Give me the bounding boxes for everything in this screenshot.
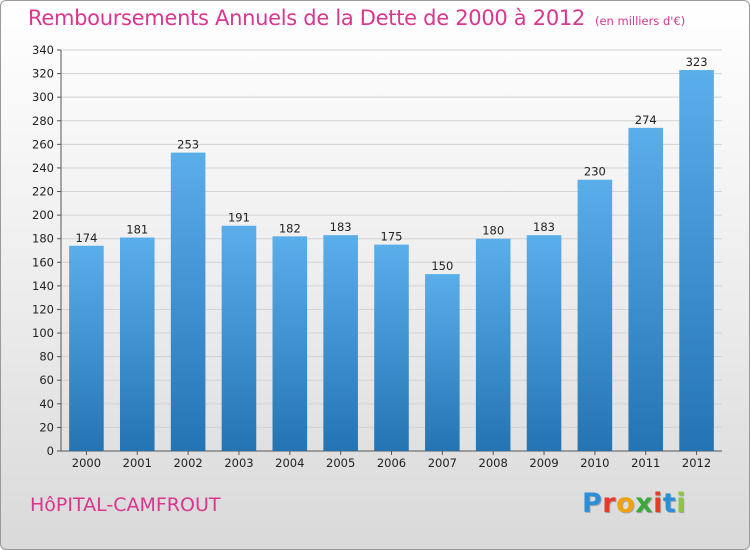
y-tick-label: 200 [32, 208, 54, 222]
bar-2012 [679, 70, 714, 452]
logo-letter: r [602, 488, 617, 519]
y-tick-label: 120 [32, 302, 54, 316]
y-tick-label: 20 [39, 420, 54, 434]
data-label-2002: 253 [177, 138, 199, 152]
y-tick-label: 180 [32, 232, 54, 246]
data-label-2011: 274 [635, 113, 657, 127]
x-tick-label: 2011 [631, 456, 660, 470]
logo-letter: i [653, 488, 663, 519]
data-label-2004: 182 [279, 221, 301, 235]
x-tick-label: 2003 [224, 456, 253, 470]
logo-letter: x [635, 488, 654, 519]
x-tick-label: 2012 [682, 456, 711, 470]
logo-letter: t [662, 488, 677, 519]
bar-2001 [119, 237, 155, 451]
y-tick-label: 300 [32, 90, 54, 104]
x-tick-label: 2001 [123, 456, 152, 470]
data-label-2006: 175 [381, 230, 403, 244]
logo-letter: P [582, 488, 603, 519]
bar-2006 [374, 244, 409, 451]
x-tick-label: 2000 [72, 456, 101, 470]
y-tick-label: 0 [47, 444, 54, 458]
data-label-2012: 323 [686, 55, 708, 69]
y-tick-label: 160 [32, 255, 54, 269]
bar-2003 [221, 225, 257, 451]
bar-2002 [170, 152, 206, 451]
bar-2000 [69, 245, 104, 451]
bar-2009 [526, 235, 562, 451]
bar-2007 [425, 274, 460, 451]
x-tick-label: 2010 [580, 456, 609, 470]
data-label-2003: 191 [228, 211, 250, 225]
bar-2011 [628, 127, 664, 451]
bar-2008 [475, 238, 511, 451]
proxiti-logo: Proxiti [582, 488, 686, 519]
x-tick-label: 2008 [479, 456, 508, 470]
y-tick-label: 320 [32, 67, 54, 81]
y-tick-label: 80 [39, 350, 54, 364]
chart-title: Remboursements Annuels de la Dette de 20… [28, 6, 685, 30]
x-tick-label: 2005 [326, 456, 355, 470]
data-label-2010: 230 [584, 165, 606, 179]
data-label-2007: 150 [431, 259, 453, 273]
logo-letter: i [676, 488, 687, 519]
bar-2004 [272, 236, 308, 451]
y-tick-label: 60 [39, 373, 54, 387]
x-tick-label: 2007 [428, 456, 457, 470]
place-name: HôPITAL-CAMFROUT [30, 494, 221, 516]
bar-2005 [323, 235, 358, 451]
y-tick-label: 140 [32, 279, 54, 293]
y-tick-label: 260 [32, 137, 54, 151]
x-tick-label: 2009 [529, 456, 558, 470]
y-tick-label: 240 [32, 161, 54, 175]
data-label-2009: 183 [533, 220, 555, 234]
y-tick-label: 40 [39, 397, 54, 411]
x-tick-labels: 2000 2001 2002 2003 2004 2005 2006 2007 2008 2009… [72, 456, 711, 470]
y-tick-label: 280 [32, 114, 54, 128]
y-tick-label: 220 [32, 185, 54, 199]
bars [69, 70, 714, 452]
data-label-2005: 183 [330, 220, 352, 234]
y-tick-label: 340 [32, 43, 54, 57]
x-tick-label: 2004 [275, 456, 304, 470]
x-tick-label: 2002 [173, 456, 202, 470]
title-text: Remboursements Annuels de la Dette de 20… [28, 6, 585, 30]
logo-letter: o [616, 488, 636, 519]
data-label-2001: 181 [126, 223, 148, 237]
x-tick-label: 2006 [377, 456, 406, 470]
data-label-2008: 180 [482, 224, 504, 238]
y-tick-label: 100 [32, 326, 54, 340]
chart-subtitle: (en milliers d'€) [595, 14, 686, 28]
y-tick-labels: 0 20 40 60 80 100 120 140 160 180 200 220 240 260 280 3… [32, 43, 54, 458]
data-label-2000: 174 [75, 231, 97, 245]
data-labels: 174 181 253 191 182 183 175 150 180 183 230 274 323 [75, 55, 707, 273]
bar-2010 [577, 179, 613, 451]
